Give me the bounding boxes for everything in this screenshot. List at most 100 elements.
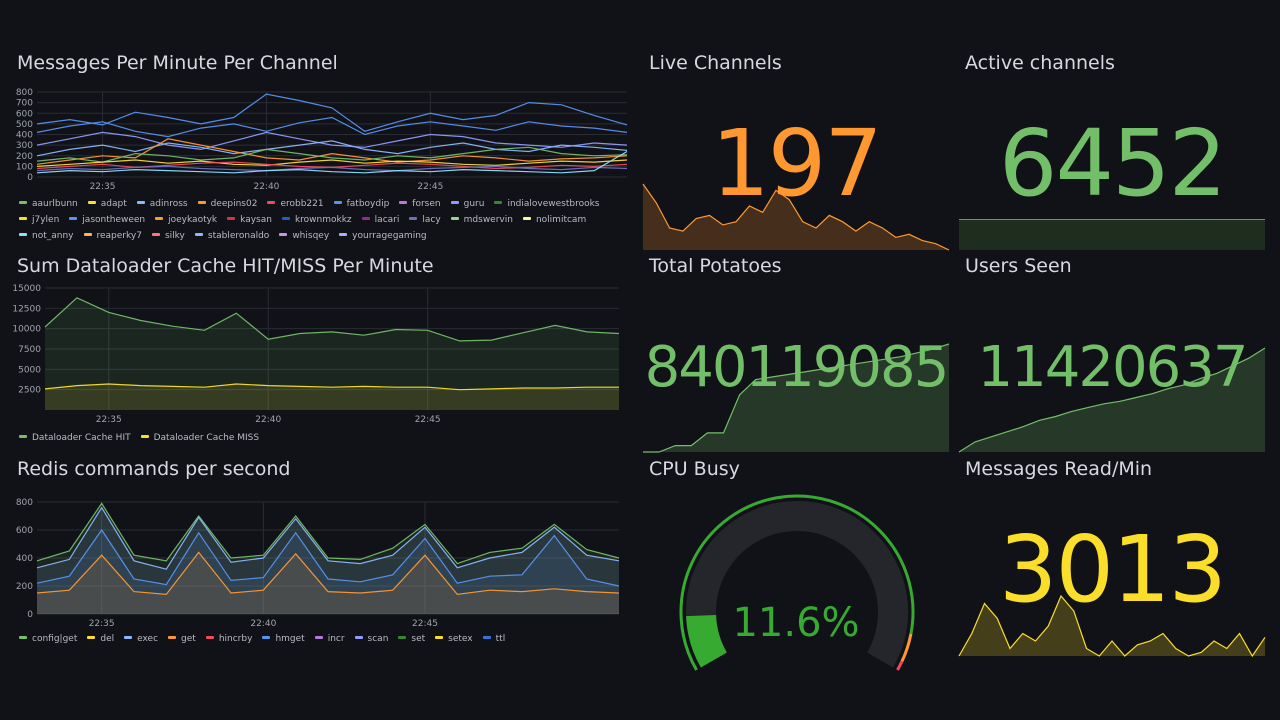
legend-item[interactable]: adapt: [87, 196, 127, 212]
legend-item[interactable]: fatboydip: [333, 196, 390, 212]
legend-swatch: [155, 217, 164, 220]
x-tick-label: 22:40: [250, 619, 276, 629]
legend-item[interactable]: forsen: [399, 196, 441, 212]
legend-item[interactable]: guru: [450, 196, 484, 212]
legend-label: jasontheween: [82, 215, 146, 225]
legend-item[interactable]: j7ylen: [19, 212, 59, 228]
legend-swatch: [140, 435, 149, 438]
legend-label: yourragegaming: [352, 231, 427, 241]
y-tick-label: 2500: [18, 386, 41, 396]
legend-swatch: [482, 636, 491, 639]
legend-label: incr: [327, 634, 345, 644]
total-potatoes-sparkline: [643, 343, 950, 453]
legend-swatch: [151, 233, 160, 236]
legend-label: fatboydip: [346, 199, 390, 209]
total-potatoes-panel: Total Potatoes 840119085: [643, 255, 949, 453]
legend-item[interactable]: stableronaldo: [194, 228, 269, 244]
legend-label: mdswervin: [463, 215, 513, 225]
series-line: [44, 297, 620, 342]
series-line: [36, 146, 628, 163]
legend-item[interactable]: lacari: [361, 212, 400, 228]
legend-label: silky: [164, 231, 185, 241]
legend-swatch: [19, 201, 27, 204]
y-tick-label: 12500: [12, 304, 41, 314]
legend-item[interactable]: yourragegaming: [339, 228, 427, 244]
x-tick-label: 22:35: [89, 619, 115, 629]
legend-item[interactable]: indialovewestbrooks: [494, 196, 600, 212]
legend-label: hmget: [275, 634, 305, 644]
legend-item[interactable]: reaperky7: [83, 228, 142, 244]
legend-item[interactable]: nolimitcam: [522, 212, 587, 228]
legend-item[interactable]: lacy: [409, 212, 441, 228]
series-line: [36, 502, 620, 565]
sparkline-area: [643, 344, 949, 452]
redis-chart[interactable]: 0 200 400 600 800 22:35 22:40 22:45: [16, 494, 629, 644]
legend-item[interactable]: get: [168, 631, 196, 647]
legend-item[interactable]: joeykaotyk: [155, 212, 217, 228]
sparkline-line: [958, 347, 1266, 453]
dataloader-chart[interactable]: 2500 5000 7500 10000 12500 15000 22:35 22:40 22:…: [12, 283, 629, 433]
legend-item[interactable]: deepins02: [197, 196, 257, 212]
legend-swatch: [124, 636, 133, 639]
legend-label: joeykaotyk: [168, 215, 218, 225]
series-line: [36, 159, 628, 167]
gauge-value-arc: [686, 614, 728, 668]
legend-item[interactable]: not_anny: [19, 228, 74, 244]
legend-label: scan: [367, 634, 389, 644]
legend-swatch: [194, 233, 203, 236]
legend-item[interactable]: aaurlbunn: [19, 196, 78, 212]
legend-item[interactable]: incr: [314, 631, 345, 647]
y-tick-label: 7500: [18, 345, 41, 355]
sparkline-line: [642, 183, 950, 251]
messages-read-sparkline: [958, 594, 1266, 658]
sparkline-line: [958, 594, 1266, 658]
legend-item[interactable]: Dataloader Cache MISS: [140, 430, 259, 446]
legend-label: indialovewestbrooks: [507, 199, 600, 209]
legend-item[interactable]: mdswervin: [450, 212, 513, 228]
cpu-gauge: [679, 494, 915, 671]
x-tick-label: 22:45: [415, 415, 441, 425]
sparkline-line: [643, 343, 950, 453]
panel-title: Sum Dataloader Cache HIT/MISS Per Minute: [17, 255, 434, 277]
legend-item[interactable]: del: [87, 631, 114, 647]
legend-label: nolimitcam: [535, 215, 587, 225]
legend-item[interactable]: Dataloader Cache HIT: [19, 430, 131, 446]
y-tick-label: 5000: [18, 365, 41, 375]
active-channels-panel: Active channels 6452: [959, 52, 1265, 250]
legend-swatch: [87, 201, 96, 204]
legend-item[interactable]: exec: [124, 631, 158, 647]
x-tick-label: 22:40: [255, 415, 281, 425]
legend-label: lacy: [422, 215, 441, 225]
legend-label: kaysan: [240, 215, 272, 225]
legend-swatch: [281, 217, 290, 220]
legend-item[interactable]: set: [398, 631, 425, 647]
x-tick-label: 22:45: [417, 182, 443, 192]
legend-item[interactable]: whisqey: [279, 228, 329, 244]
legend-item[interactable]: adinross: [136, 196, 188, 212]
legend-swatch: [314, 636, 323, 639]
legend-item[interactable]: silky: [151, 228, 185, 244]
legend-swatch: [361, 217, 370, 220]
legend-item[interactable]: erobb221: [267, 196, 324, 212]
legend-item[interactable]: jasontheween: [69, 212, 145, 228]
series-line: [36, 506, 620, 570]
panel-title: Messages Per Minute Per Channel: [17, 52, 338, 74]
gauge-track: [686, 501, 908, 668]
legend-swatch: [339, 233, 348, 236]
legend-item[interactable]: hincrby: [205, 631, 252, 647]
legend-item[interactable]: config|get: [19, 631, 77, 647]
legend-item[interactable]: krownmokkz: [281, 212, 352, 228]
series-area: [37, 530, 619, 614]
legend-label: lacari: [374, 215, 400, 225]
panel-title: Live Channels: [649, 52, 782, 74]
legend-item[interactable]: scan: [354, 631, 389, 647]
legend-item[interactable]: ttl: [482, 631, 506, 647]
y-tick-label: 200: [16, 152, 33, 162]
legend-label: ttl: [495, 634, 506, 644]
y-tick-label: 200: [16, 582, 33, 592]
y-tick-label: 700: [16, 99, 33, 109]
legend-item[interactable]: setex: [435, 631, 473, 647]
legend-item[interactable]: kaysan: [227, 212, 272, 228]
legend-item[interactable]: hmget: [262, 631, 305, 647]
